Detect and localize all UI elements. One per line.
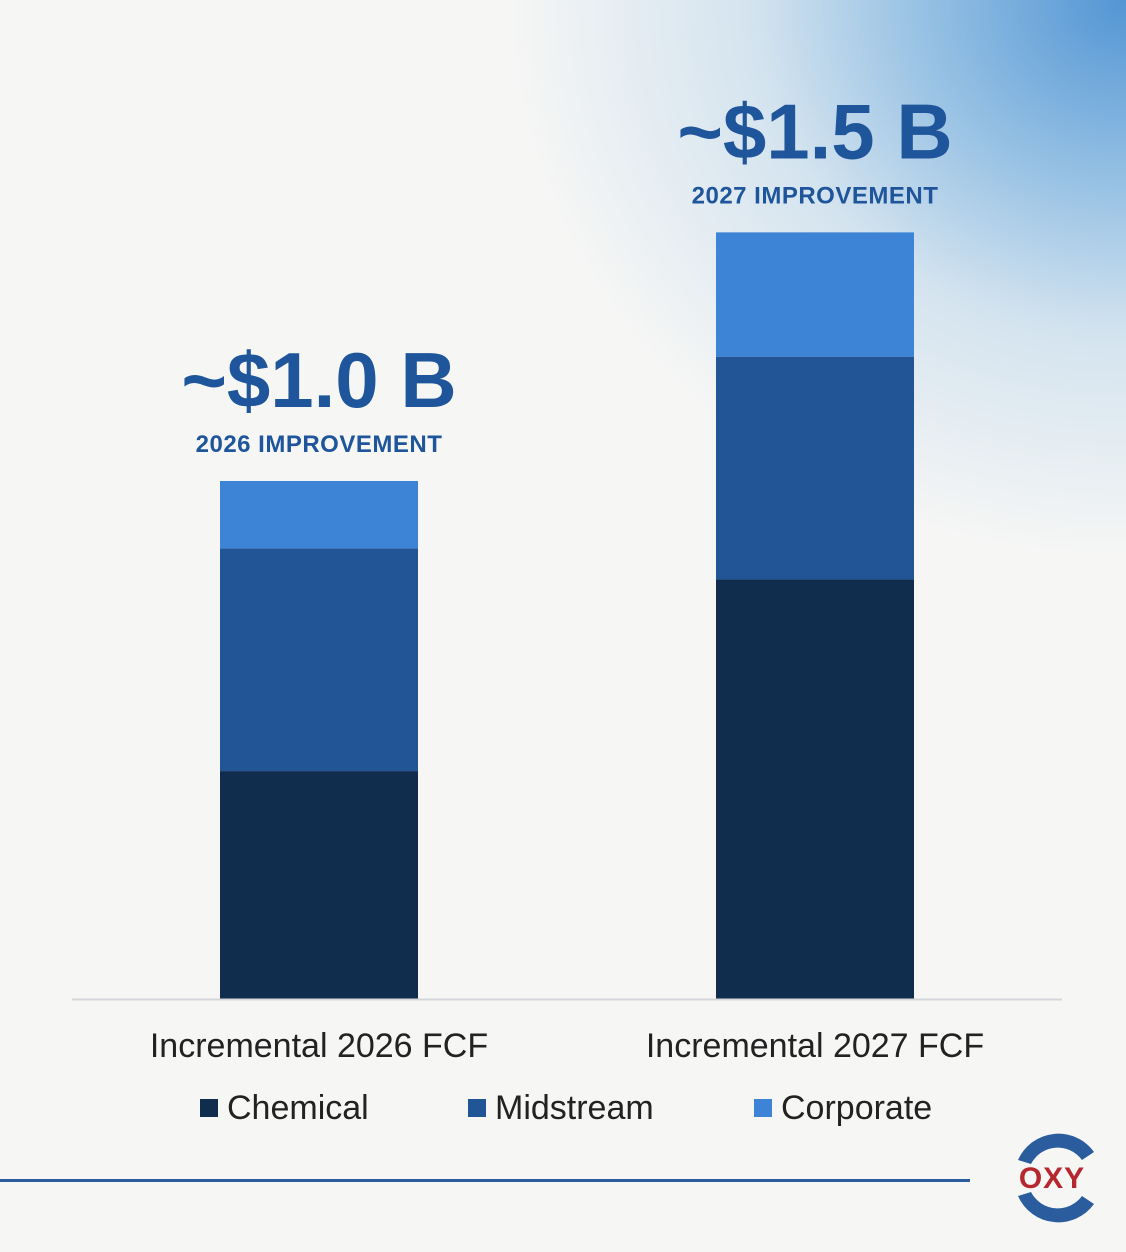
logo-wordmark: OXY	[1019, 1162, 1085, 1195]
legend-swatch-midstream	[468, 1099, 486, 1117]
logo-arc-top	[1018, 1133, 1094, 1164]
total-label-2026: ~$1.0 B	[181, 336, 456, 424]
oxy-logo: OXY	[1018, 1133, 1094, 1223]
caption-2027-improvement: 2027 IMPROVEMENT	[692, 182, 939, 209]
legend-swatch-corporate	[754, 1099, 772, 1117]
legend-swatch-chemical	[200, 1099, 218, 1117]
stacked-bar-chart: ~$1.0 B 2026 IMPROVEMENT ~$1.5 B 2027 IM…	[72, 87, 1062, 1127]
bars-group	[220, 232, 914, 999]
legend-label-chemical: Chemical	[227, 1089, 369, 1127]
legend: Chemical Midstream Corporate	[200, 1089, 932, 1127]
bar-segment-midstream	[220, 548, 418, 772]
bar-segment-midstream	[716, 356, 914, 580]
bar-segment-chemical	[716, 579, 914, 999]
category-labels: Incremental 2026 FCF Incremental 2027 FC…	[150, 1027, 984, 1065]
caption-2026-improvement: 2026 IMPROVEMENT	[196, 431, 443, 458]
footer-divider	[0, 1179, 970, 1182]
category-label: Incremental 2026 FCF	[150, 1027, 488, 1065]
bar-segment-chemical	[220, 771, 418, 999]
logo-arc-bottom	[1018, 1192, 1094, 1223]
bar-segment-corporate	[716, 232, 914, 357]
bar-segment-corporate	[220, 481, 418, 549]
annotations-group: ~$1.0 B 2026 IMPROVEMENT ~$1.5 B 2027 IM…	[181, 87, 952, 458]
category-label: Incremental 2027 FCF	[646, 1027, 984, 1065]
legend-label-corporate: Corporate	[781, 1089, 932, 1127]
legend-label-midstream: Midstream	[495, 1089, 654, 1127]
total-label-2027: ~$1.5 B	[677, 87, 952, 175]
